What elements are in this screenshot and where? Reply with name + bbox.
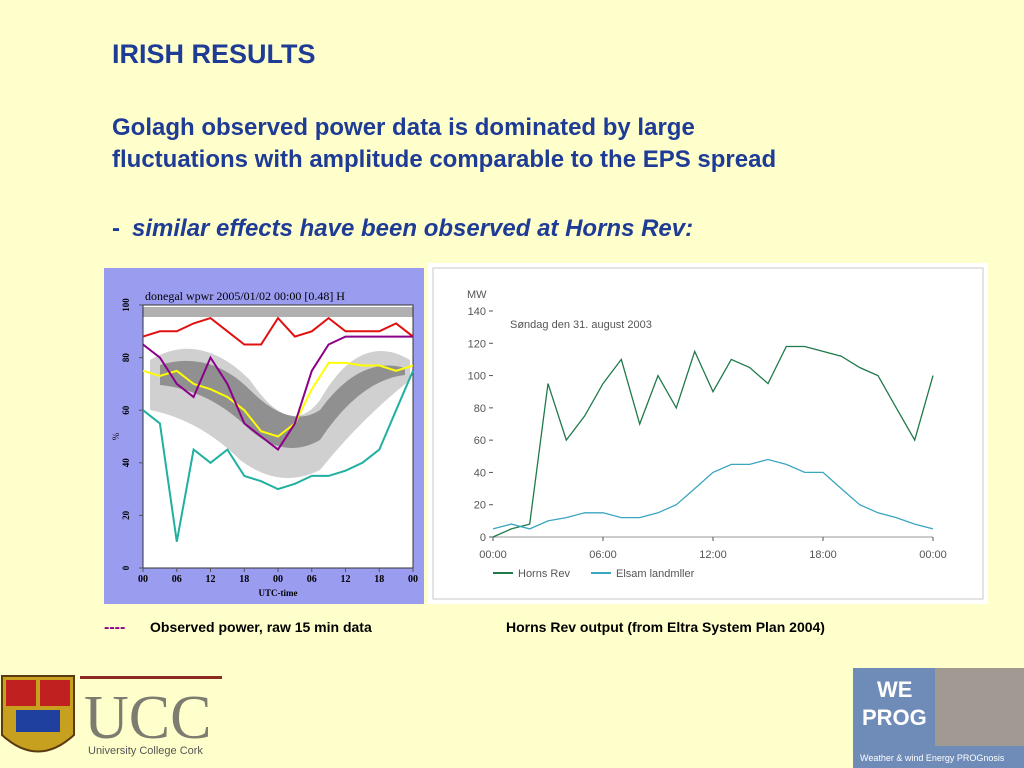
logo-full: University College Cork bbox=[88, 745, 203, 757]
y-tick-label: 100 bbox=[121, 298, 131, 312]
series-line bbox=[142, 335, 413, 452]
series-line bbox=[142, 316, 414, 346]
x-tick-label: 00 bbox=[408, 574, 418, 585]
y-axis-label: MW bbox=[467, 289, 487, 301]
y-tick-label: 80 bbox=[121, 353, 131, 363]
x-tick-label: 12 bbox=[206, 574, 216, 585]
y-tick-label: 20 bbox=[474, 500, 486, 512]
x-axis-label: UTC-time bbox=[259, 588, 298, 598]
bullet-marker: - bbox=[112, 215, 120, 242]
x-tick-label: 12:00 bbox=[699, 549, 727, 561]
y-tick-label: 120 bbox=[468, 338, 486, 350]
x-tick-label: 00:00 bbox=[919, 549, 947, 561]
y-tick-label: 140 bbox=[468, 306, 486, 318]
logo-text: PROG bbox=[862, 705, 927, 730]
caption: Observed power, raw 15 min data bbox=[150, 619, 372, 635]
logo-text: WE bbox=[877, 677, 912, 702]
x-tick-label: 12 bbox=[341, 574, 351, 585]
ucc-logo: UCC University College Cork bbox=[0, 675, 222, 757]
y-tick-label: 60 bbox=[121, 405, 131, 415]
x-tick-label: 18 bbox=[374, 574, 384, 585]
y-tick-label: 40 bbox=[121, 458, 131, 468]
title: IRISH RESULTS bbox=[112, 39, 316, 69]
x-tick-label: 06:00 bbox=[589, 549, 617, 561]
subtitle-line: Golagh observed power data is dominated … bbox=[112, 114, 695, 141]
x-tick-label: 06 bbox=[307, 574, 317, 585]
subtitle-line: fluctuations with amplitude comparable t… bbox=[112, 146, 776, 173]
y-tick-label: 60 bbox=[474, 435, 486, 447]
legend-label: Elsam landmller bbox=[616, 568, 695, 580]
y-tick-label: 100 bbox=[468, 371, 486, 383]
x-tick-label: 18 bbox=[239, 574, 249, 585]
color-strip bbox=[143, 307, 413, 317]
x-tick-label: 00:00 bbox=[479, 549, 507, 561]
series-line bbox=[142, 370, 414, 542]
x-tick-label: 18:00 bbox=[809, 549, 837, 561]
y-tick-label: 40 bbox=[474, 467, 486, 479]
spread-core bbox=[160, 360, 405, 448]
x-tick-label: 00 bbox=[138, 574, 148, 585]
x-tick-label: 06 bbox=[172, 574, 182, 585]
y-axis-label: % bbox=[111, 432, 121, 440]
y-tick-label: 0 bbox=[121, 565, 131, 570]
x-tick-label: 00 bbox=[273, 574, 283, 585]
chart-annotation: Søndag den 31. august 2003 bbox=[510, 319, 652, 331]
chart-frame bbox=[432, 267, 984, 600]
legend-label: Horns Rev bbox=[518, 568, 570, 580]
y-tick-label: 80 bbox=[474, 403, 486, 415]
series-line bbox=[492, 345, 934, 538]
y-tick-label: 0 bbox=[480, 532, 486, 544]
chart-title: donegal wpwr 2005/01/02 00:00 [0.48] H bbox=[145, 289, 345, 303]
bullet-text: similar effects have been observed at Ho… bbox=[132, 215, 693, 242]
series-line bbox=[492, 458, 934, 530]
logo-name: UCC bbox=[84, 684, 211, 752]
weprog-logo: WE PROG Weather & wind Energy PROGnosis bbox=[853, 668, 1024, 768]
y-tick-label: 20 bbox=[121, 510, 131, 520]
series-line bbox=[142, 361, 414, 438]
chart-panel bbox=[428, 263, 988, 604]
caption-marker: ---- bbox=[104, 619, 125, 636]
caption: Horns Rev output (from Eltra System Plan… bbox=[506, 619, 825, 635]
logo-tagline: Weather & wind Energy PROGnosis bbox=[860, 753, 1005, 763]
